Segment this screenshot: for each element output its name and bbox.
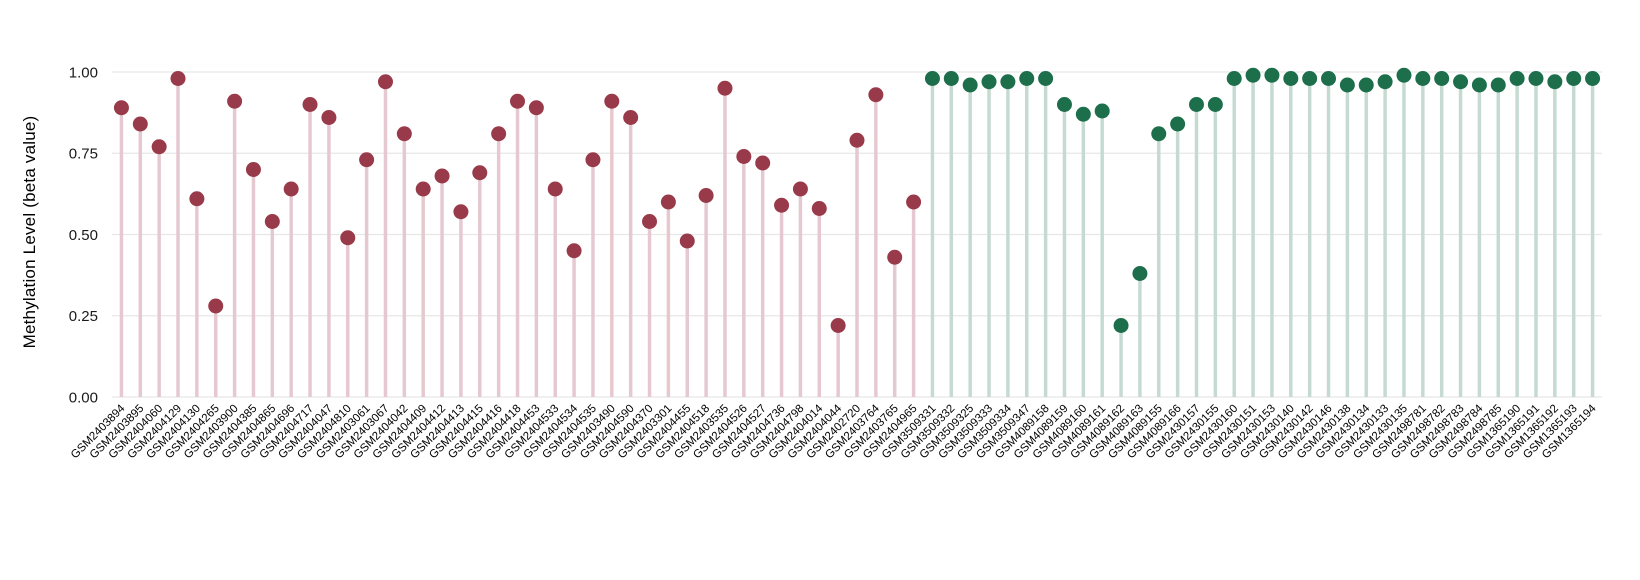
y-tick-label: 0.00 xyxy=(69,389,98,406)
data-point xyxy=(566,243,582,259)
data-point xyxy=(132,116,148,132)
data-point xyxy=(1000,74,1016,90)
data-point xyxy=(302,97,318,112)
y-tick-label: 0.75 xyxy=(69,146,98,163)
data-point xyxy=(1038,71,1054,86)
data-point xyxy=(811,201,827,216)
data-point xyxy=(510,93,526,109)
y-tick-label: 0.25 xyxy=(69,308,98,325)
data-point xyxy=(924,71,940,86)
data-point xyxy=(1321,71,1337,86)
data-point xyxy=(849,132,865,148)
data-point xyxy=(660,194,676,210)
y-tick-label: 0.50 xyxy=(69,227,98,244)
data-point xyxy=(962,77,978,93)
data-point xyxy=(491,126,507,142)
data-point xyxy=(283,181,299,197)
data-point xyxy=(227,93,243,109)
data-point xyxy=(1170,116,1186,132)
data-point xyxy=(1358,77,1374,93)
data-point xyxy=(359,152,375,168)
data-point xyxy=(774,197,790,213)
data-point xyxy=(887,249,903,265)
data-point xyxy=(340,230,356,246)
data-point xyxy=(264,214,280,229)
data-point xyxy=(396,126,412,142)
data-point xyxy=(1377,74,1393,90)
data-point xyxy=(1094,103,1110,119)
data-point xyxy=(1075,106,1091,122)
data-point xyxy=(377,74,393,90)
data-point xyxy=(1283,71,1299,86)
data-point xyxy=(1113,318,1129,333)
data-point xyxy=(415,181,431,197)
data-point xyxy=(736,149,752,164)
data-point xyxy=(981,74,997,90)
data-point xyxy=(1226,71,1242,86)
data-point xyxy=(698,188,714,203)
data-point xyxy=(1415,71,1431,86)
data-point xyxy=(1471,77,1487,93)
data-point xyxy=(170,71,186,86)
data-point xyxy=(1434,71,1450,86)
data-point xyxy=(1245,67,1261,83)
data-point xyxy=(434,168,450,184)
data-point xyxy=(1188,97,1204,112)
data-point xyxy=(679,233,695,249)
data-point xyxy=(1509,71,1525,86)
data-point xyxy=(1528,71,1544,86)
data-point xyxy=(623,110,639,125)
data-point xyxy=(642,214,658,229)
data-point xyxy=(1490,77,1506,93)
data-point xyxy=(1302,71,1318,86)
y-tick-label: 1.00 xyxy=(69,64,98,81)
data-point xyxy=(943,71,959,86)
data-point xyxy=(585,152,601,168)
data-point xyxy=(1566,71,1582,86)
data-point xyxy=(792,181,808,197)
data-point xyxy=(755,155,771,171)
data-point xyxy=(321,110,337,125)
data-point xyxy=(1019,71,1035,86)
data-point xyxy=(1207,97,1223,112)
data-point xyxy=(113,100,129,116)
data-point xyxy=(189,191,205,207)
data-point xyxy=(717,80,733,96)
data-point xyxy=(1585,71,1601,86)
data-point xyxy=(1151,126,1167,142)
data-point xyxy=(453,204,469,220)
data-point xyxy=(472,165,488,181)
data-point xyxy=(906,194,922,210)
data-point xyxy=(1056,97,1072,112)
data-point xyxy=(151,139,167,155)
data-point xyxy=(1453,74,1469,90)
data-point xyxy=(528,100,544,116)
data-point xyxy=(868,87,884,103)
data-point xyxy=(208,298,224,314)
data-point xyxy=(1547,74,1563,90)
data-point xyxy=(547,181,563,197)
data-point xyxy=(604,93,620,109)
data-point xyxy=(1132,266,1148,281)
data-point xyxy=(245,162,261,177)
data-point xyxy=(830,318,846,333)
data-point xyxy=(1396,67,1412,83)
data-point xyxy=(1339,77,1355,93)
data-point xyxy=(1264,67,1280,83)
